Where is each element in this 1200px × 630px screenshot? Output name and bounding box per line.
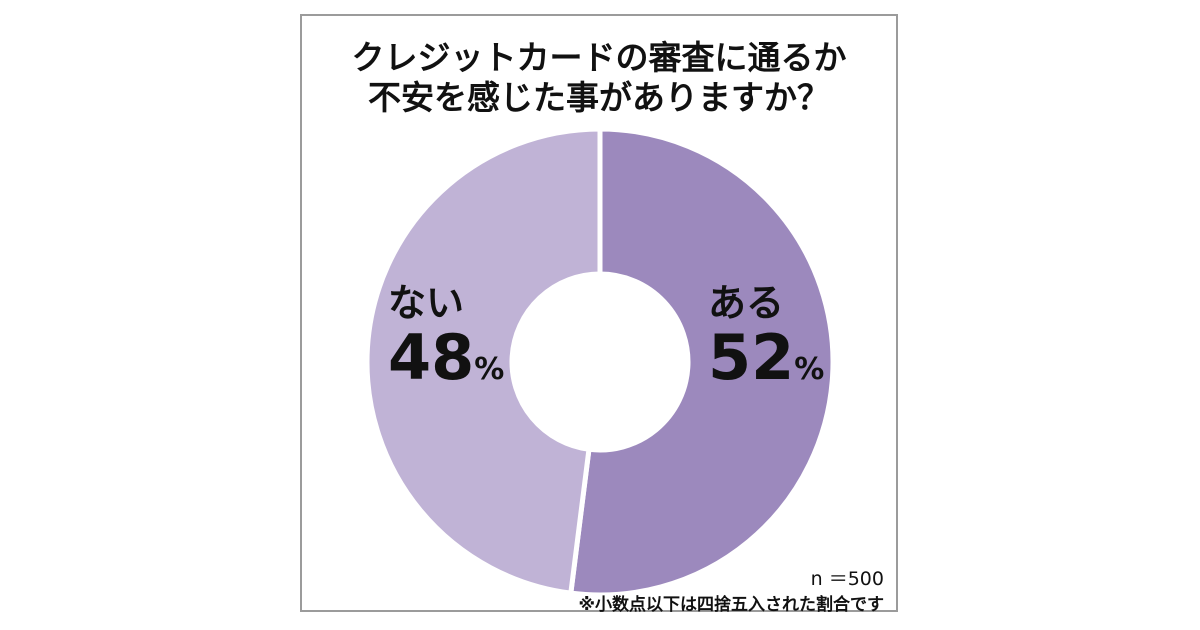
chart-frame: クレジットカードの審査に通るか 不安を感じた事がありますか？ ある 52% ない… — [300, 14, 898, 615]
donut-chart — [364, 126, 836, 598]
slice-unit-no: % — [474, 352, 505, 387]
sample-size: n ＝500 — [810, 568, 884, 590]
slice-label-yes: ある 52% — [708, 281, 824, 391]
slice-name-yes: ある — [708, 281, 785, 325]
donut-slice-no — [364, 126, 603, 596]
chart-title-line-1: クレジットカードの審査に通るか — [351, 38, 847, 77]
donut-slice-yes — [568, 126, 836, 598]
slice-label-no: ない 48% — [388, 281, 504, 391]
slice-value-no: 48 — [388, 321, 475, 394]
chart-title-line-2: 不安を感じた事がありますか？ — [368, 78, 830, 117]
slice-name-no: ない — [388, 281, 465, 325]
rounding-footnote: ※小数点以下は四捨五入された割合です — [578, 595, 884, 615]
slice-value-yes: 52 — [708, 321, 795, 394]
slice-unit-yes: % — [794, 352, 825, 387]
chart-title: クレジットカードの審査に通るか 不安を感じた事がありますか？ — [302, 38, 896, 118]
